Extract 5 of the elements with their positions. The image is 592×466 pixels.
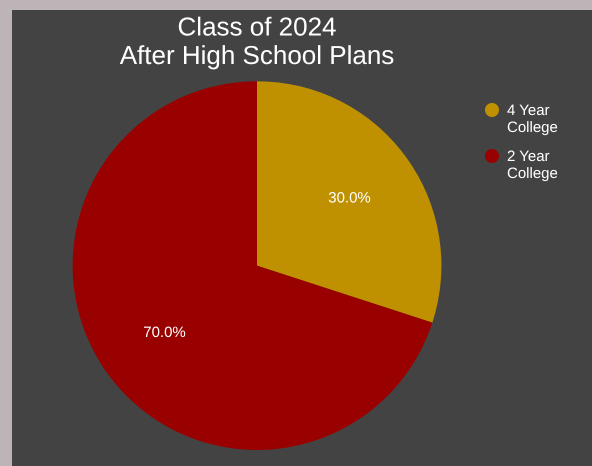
chart-title: Class of 2024 After High School Plans [120,11,394,70]
legend-label: 2 Year College [507,148,559,182]
data-label: 70.0% [143,324,186,341]
data-label: 30.0% [328,190,371,207]
legend-label: 4 Year College [507,102,559,136]
